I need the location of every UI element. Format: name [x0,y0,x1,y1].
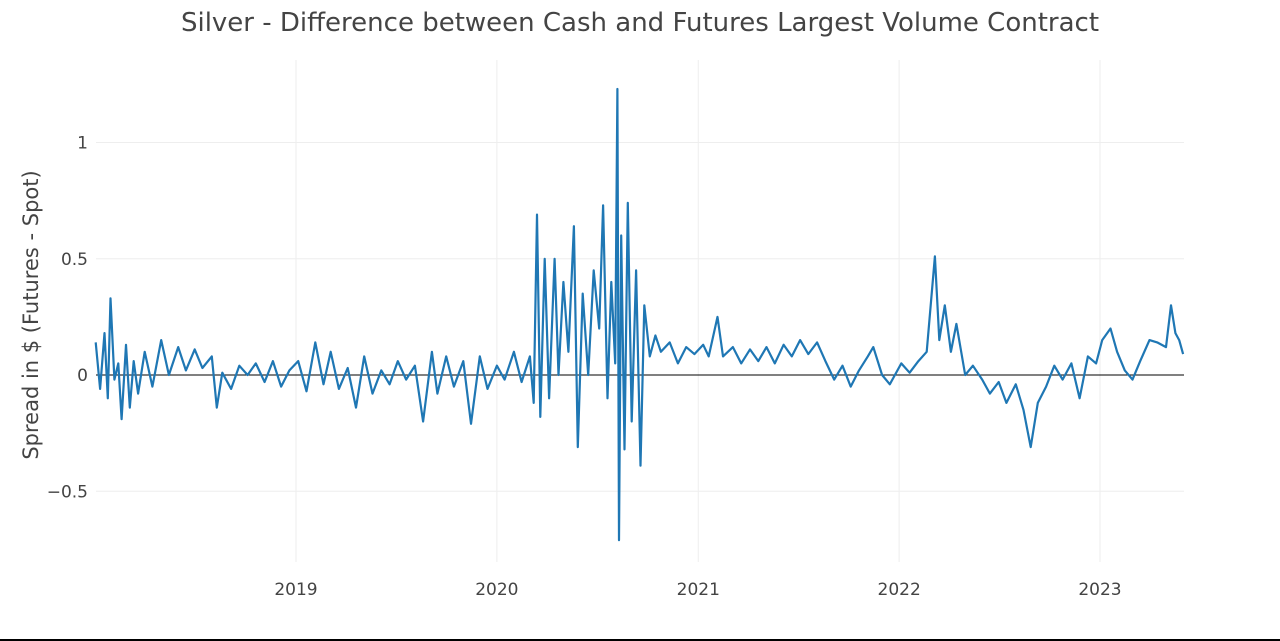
x-tick-label: 2023 [1078,580,1121,600]
chart-title: Silver - Difference between Cash and Fut… [181,8,1099,38]
x-axis-ticks: 2019 2020 2021 2022 2023 [274,580,1121,600]
grid [96,60,1184,562]
series-layer [94,87,1185,542]
y-tick-label: 0.5 [61,250,88,270]
x-tick-label: 2020 [475,580,518,600]
y-tick-label: −0.5 [47,482,88,502]
series-line [94,87,1185,542]
x-tick-label: 2019 [274,580,317,600]
x-tick-label: 2021 [677,580,720,600]
y-tick-label: 0 [77,366,88,386]
y-tick-label: 1 [77,134,88,154]
y-axis-ticks: 1 0.5 0 −0.5 [47,134,88,503]
x-tick-label: 2022 [878,580,921,600]
y-axis-label: Spread in $ (Futures - Spot) [19,170,43,459]
